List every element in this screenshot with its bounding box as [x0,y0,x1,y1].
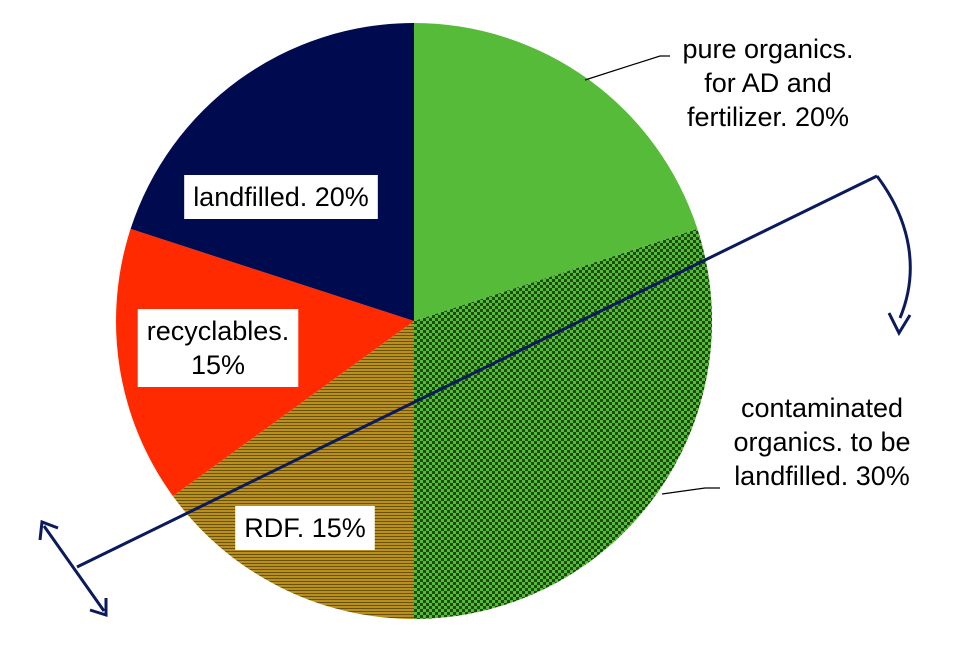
pie-label-line: RDF. 15% [244,513,366,543]
pie-label-line: 15% [191,350,245,380]
curved-arrow-right-head [887,312,912,337]
pie-label-line: for AD and [704,68,832,98]
pie-leader-line-1 [661,487,720,495]
pie-label-box-2 [235,506,375,550]
pie-slice-4 [130,23,415,321]
pie-annotations [38,174,912,618]
pie-label-text-3: recyclables. 15% [147,316,290,380]
pie-label-3: recyclables. 15% [137,309,299,387]
pie-label-text-1: contaminated organics. to be landfilled. 3… [733,393,910,491]
pie-label-text-2: RDF. 15% [244,513,366,543]
pie-label-line: contaminated [741,393,903,423]
pie-slice-1 [414,228,712,619]
pie-label-line: landfilled. 20% [193,182,369,212]
double-arrow-left [42,525,106,612]
pie-label-box-4 [184,175,378,219]
double-arrow-left-head-top [38,519,59,541]
pie-label-text-0: pure organics. for AD and fertilizer. 20% [682,34,853,132]
pie-label-line: organics. to be [733,427,910,457]
pie-label-0: pure organics. for AD and fertilizer. 20% [584,34,854,132]
pie-label-line: fertilizer. 20% [687,102,849,132]
pie-label-line: landfilled. 30% [734,461,910,491]
pie-label-line: recyclables. [147,316,290,346]
pie-labels: pure organics. for AD and fertilizer. 20% c… [137,34,911,550]
pie-leader-line-0 [584,55,670,81]
double-arrow-left-head-bottom [89,598,108,618]
pie-label-2: RDF. 15% [235,506,375,550]
diagonal-line [76,174,878,569]
pie-label-line: pure organics. [682,34,853,64]
pie-label-box-3 [137,309,299,387]
curved-arrow-right [875,175,912,319]
pie-slice-0 [414,23,698,321]
pie-label-1: contaminated organics. to be landfilled. 3… [661,393,911,495]
pie-label-4: landfilled. 20% [184,175,378,219]
pie-label-text-4: landfilled. 20% [193,182,369,212]
